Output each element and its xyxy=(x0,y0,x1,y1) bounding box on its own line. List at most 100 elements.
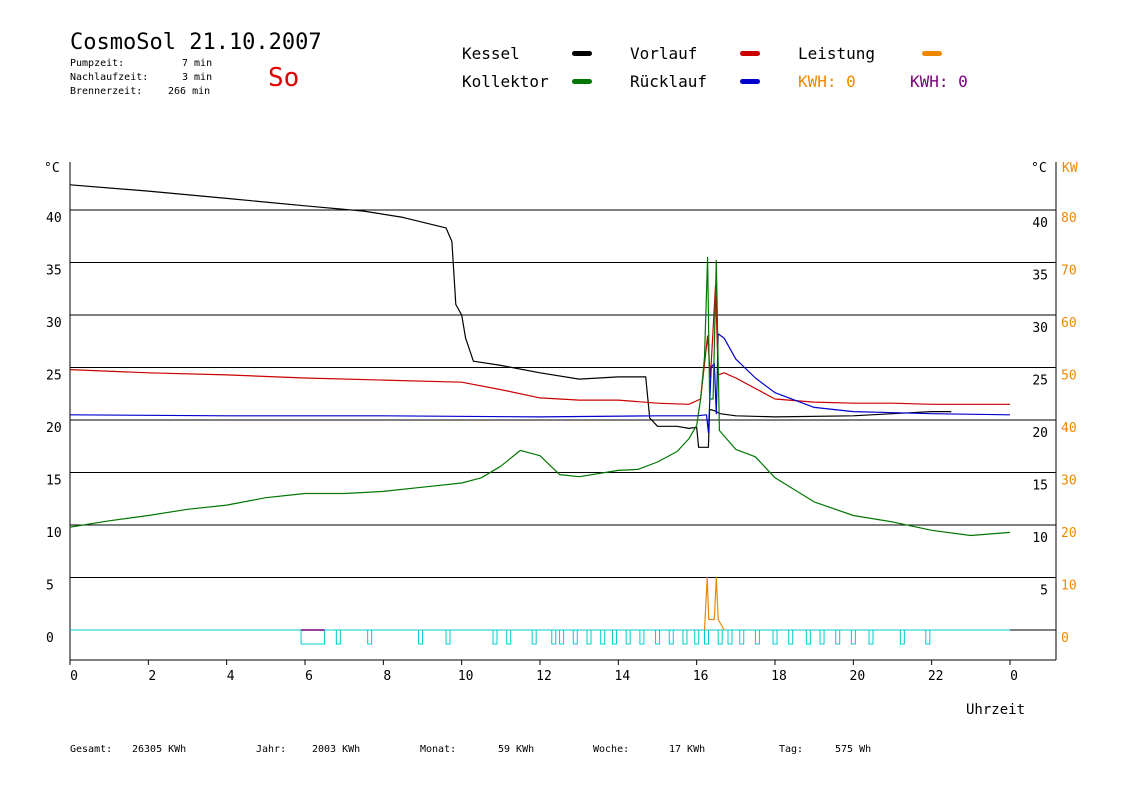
chart-axes xyxy=(69,162,1057,665)
pump-pulse xyxy=(418,629,424,645)
legend-kessel: Kessel xyxy=(462,44,520,63)
y-tick-label-right-c: 30 xyxy=(1032,321,1048,336)
footer-jahr: Jahr: 2003 KWh xyxy=(256,744,361,755)
y-tick-label-right-c: 25 xyxy=(1032,374,1048,389)
pump-pulse xyxy=(492,629,498,645)
legend-vorlauf: Vorlauf xyxy=(630,44,698,63)
pump-pulse xyxy=(788,629,794,645)
y-tick-label-right-c: 20 xyxy=(1032,426,1048,441)
y-tick-label-right-kw: 80 xyxy=(1061,211,1077,226)
y-tick-label-left: 40 xyxy=(46,211,62,226)
series-kessel xyxy=(69,184,952,448)
y-tick-label-left: 30 xyxy=(46,316,62,331)
legend-ruecklauf: Rücklauf xyxy=(630,72,708,91)
y-axis-label-right-kw: KW xyxy=(1062,161,1078,176)
legend-vorlauf-swatch xyxy=(740,51,760,56)
y-tick-label-right-c: 15 xyxy=(1032,479,1048,494)
pump-pulse xyxy=(300,629,326,645)
series-leistung xyxy=(703,576,725,631)
y-tick-label-left: 15 xyxy=(46,474,62,489)
legend-kwh-leistung: KWH: 0 xyxy=(798,72,856,91)
footer-woche: Woche: 17 KWh xyxy=(593,744,706,755)
y-tick-label-left: 35 xyxy=(46,264,62,279)
page-title: CosmoSol 21.10.2007 xyxy=(70,30,322,55)
y-tick-label-right-kw: 40 xyxy=(1061,421,1077,436)
y-tick-label-right-kw: 60 xyxy=(1061,316,1077,331)
x-tick-label: 4 xyxy=(227,669,235,684)
x-tick-label: 0 xyxy=(1010,669,1018,684)
footer-monat: Monat: 59 KWh xyxy=(420,744,535,755)
y-tick-label-left: 5 xyxy=(46,579,54,594)
pump-pulse xyxy=(739,629,745,645)
pump-pulse xyxy=(717,629,723,645)
weekday-label: So xyxy=(268,63,300,93)
series-ruecklauf xyxy=(69,333,1011,434)
legend-kollektor: Kollektor xyxy=(462,72,549,91)
pump-pulse xyxy=(819,629,825,645)
x-tick-label: 22 xyxy=(928,669,944,684)
pump-pulse xyxy=(925,629,931,645)
y-tick-label-right-kw: 30 xyxy=(1061,474,1077,489)
y-tick-label-right-c: 5 xyxy=(1040,584,1048,599)
pump-pulse xyxy=(899,629,905,645)
x-tick-label: 12 xyxy=(536,669,552,684)
pump-pulse xyxy=(868,629,874,645)
info-pumpzeit: Pumpzeit: 7 min xyxy=(70,58,213,69)
x-tick-label: 6 xyxy=(305,669,313,684)
pump-pulse xyxy=(367,629,373,645)
chart-tick-labels: 0 2 4 6 8 10 12 14 16 18 20 22 0 0 5 10 15 20 25 30 35 40 5 10 1… xyxy=(46,211,1077,684)
pump-pulse xyxy=(835,629,841,645)
pump-pulse xyxy=(704,629,709,645)
pump-pulse xyxy=(586,629,592,645)
pump-pulse xyxy=(572,629,578,645)
legend-ruecklauf-swatch xyxy=(740,79,760,84)
pump-pulse xyxy=(559,629,565,645)
y-tick-label-right-kw: 0 xyxy=(1061,631,1069,646)
y-tick-label-left: 0 xyxy=(46,631,54,646)
y-tick-label-right-c: 10 xyxy=(1032,531,1048,546)
pump-pulse xyxy=(506,629,512,645)
x-axis-label: Uhrzeit xyxy=(966,702,1025,718)
footer-tag: Tag: 575 Wh xyxy=(779,744,872,755)
pump-indicator xyxy=(70,629,1010,645)
y-axis-label-left: °C xyxy=(44,161,60,176)
pump-pulse xyxy=(694,629,700,645)
pump-pulse xyxy=(611,629,617,645)
info-nachlaufzeit: Nachlaufzeit: 3 min xyxy=(70,72,213,83)
x-tick-label: 0 xyxy=(70,669,78,684)
y-axis-label-right-c: °C xyxy=(1031,161,1047,176)
legend-kollektor-swatch xyxy=(572,79,592,84)
x-tick-label: 2 xyxy=(148,669,156,684)
x-tick-label: 10 xyxy=(458,669,474,684)
footer-gesamt: Gesamt: 26305 KWh xyxy=(70,744,187,755)
legend-kessel-swatch xyxy=(572,51,592,56)
chart-grid xyxy=(70,209,1056,631)
pump-pulse xyxy=(655,629,661,645)
pump-pulse xyxy=(625,629,631,645)
legend-leistung: Leistung xyxy=(798,44,876,63)
pump-pulse xyxy=(805,629,811,645)
x-tick-label: 18 xyxy=(771,669,787,684)
y-tick-label-right-kw: 20 xyxy=(1061,526,1077,541)
pump-pulse xyxy=(445,629,451,645)
pump-pulse xyxy=(668,629,674,645)
info-brennerzeit: Brennerzeit: 266 min xyxy=(70,86,211,97)
y-tick-label-right-kw: 70 xyxy=(1061,264,1077,279)
chart-series xyxy=(69,184,1011,631)
y-tick-label-left: 10 xyxy=(46,526,62,541)
pump-pulse xyxy=(531,629,537,645)
y-tick-label-left: 25 xyxy=(46,369,62,384)
pump-pulse xyxy=(754,629,760,645)
pump-pulse xyxy=(772,629,778,645)
y-tick-label-right-c: 35 xyxy=(1032,269,1048,284)
legend-kwh-second: KWH: 0 xyxy=(910,72,968,91)
y-tick-label-left: 20 xyxy=(46,421,62,436)
pump-pulse xyxy=(600,629,606,645)
y-tick-label-right-c: 40 xyxy=(1032,216,1048,231)
y-tick-label-right-kw: 50 xyxy=(1061,369,1077,384)
series-vorlauf xyxy=(69,285,1010,405)
x-tick-label: 20 xyxy=(850,669,866,684)
x-tick-label: 8 xyxy=(383,669,391,684)
pump-pulse xyxy=(335,629,341,645)
